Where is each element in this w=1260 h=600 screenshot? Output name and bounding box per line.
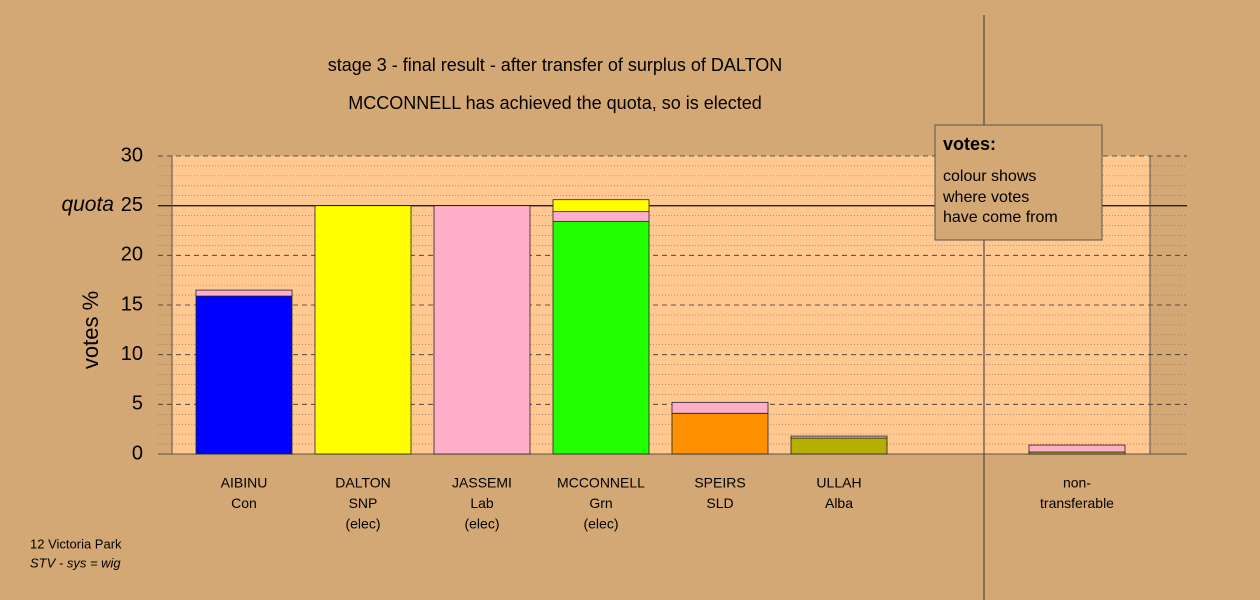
bar-segment <box>314 205 412 455</box>
x-tick-label: transferable <box>1040 495 1114 511</box>
x-tick-label: non- <box>1063 475 1091 491</box>
y-tick-label: 30 <box>121 144 143 166</box>
bar-segment <box>552 221 650 455</box>
x-tick-label: (elec) <box>345 516 380 532</box>
x-tick-label: Alba <box>825 495 853 511</box>
chart-subtitle: MCCONNELL has achieved the quota, so is … <box>348 93 762 113</box>
x-tick-label: DALTON <box>335 475 391 491</box>
y-tick-label: 5 <box>132 393 143 415</box>
quota-label: quota <box>61 193 114 216</box>
footer-text: 12 Victoria Park <box>30 536 122 551</box>
y-tick-label: 0 <box>132 442 143 464</box>
x-tick-label: SPEIRS <box>694 475 745 491</box>
bar-segment <box>790 435 888 439</box>
x-tick-label: JASSEMI <box>452 475 512 491</box>
legend-title: votes: <box>943 134 996 154</box>
bar-segment <box>195 289 293 297</box>
x-tick-label: (elec) <box>464 516 499 532</box>
x-tick-label: ULLAH <box>816 475 861 491</box>
chart-title: stage 3 - final result - after transfer … <box>328 55 783 75</box>
x-tick-label: Grn <box>589 495 612 511</box>
bar-segment <box>1028 444 1126 453</box>
x-tick-label: SNP <box>349 495 378 511</box>
y-tick-label: 15 <box>121 293 143 315</box>
legend-box <box>934 124 1103 241</box>
y-tick-label: 20 <box>121 244 143 266</box>
x-tick-label: AIBINU <box>221 475 268 491</box>
legend-text: where votes <box>942 189 1029 206</box>
bar-segment <box>433 205 531 455</box>
bars <box>195 199 1126 455</box>
bar-segment <box>790 437 888 455</box>
bar-segment <box>552 199 650 213</box>
x-tick-label: Lab <box>470 495 494 511</box>
bar-segment <box>552 211 650 222</box>
x-tick-label: (elec) <box>583 516 618 532</box>
bar-segment <box>671 401 769 414</box>
x-tick-label: MCCONNELL <box>557 475 645 491</box>
x-tick-label: SLD <box>706 495 733 511</box>
bar-segment <box>195 295 293 455</box>
footer-text: STV - sys = wig <box>30 555 121 570</box>
bar-segment <box>671 412 769 455</box>
y-tick-label: 25 <box>121 194 143 216</box>
y-tick-label: 10 <box>121 343 143 365</box>
legend-text: have come from <box>943 209 1058 226</box>
x-tick-label: Con <box>231 495 257 511</box>
y-axis-label: votes % <box>78 291 103 369</box>
legend-text: colour shows <box>943 168 1036 185</box>
